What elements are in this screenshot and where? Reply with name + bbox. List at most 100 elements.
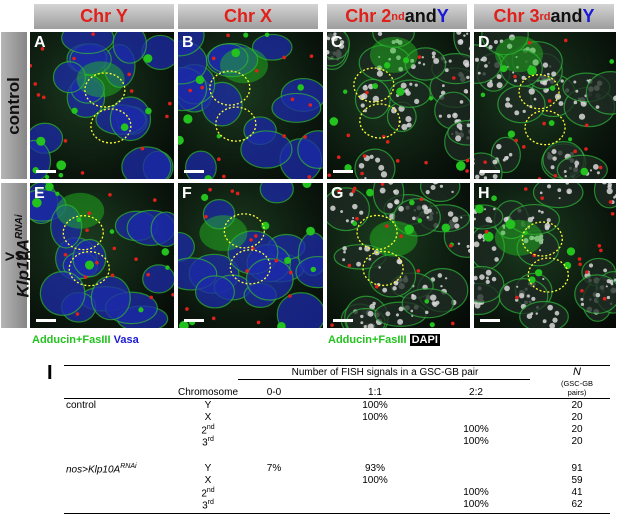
dapi-speckle [606,188,613,195]
fusome-spot [56,160,67,171]
dapi-speckle [396,55,401,61]
fusome-spot [505,219,516,230]
fish-signal [514,138,518,143]
dapi-speckle [551,149,557,155]
scale-bar [480,170,500,173]
table-cell-chromosome: 2nd [201,424,214,436]
dapi-speckle [385,311,391,317]
hub-glow [76,61,125,98]
fusome-spot [302,183,312,188]
dapi-speckle [398,205,404,212]
dapi-speckle [414,83,418,87]
dapi-speckle [395,313,399,317]
cell [556,154,608,179]
dapi-speckle [552,317,558,323]
dapi-speckle [444,68,449,73]
dapi-speckle [483,176,488,179]
dapi-speckle [438,114,442,118]
table-cell-n-value: 59 [571,475,583,486]
dapi-speckle [368,83,374,90]
dapi-speckle [491,276,497,282]
table-cell-chromosome-value: Y [204,463,212,474]
fusome-spot [344,164,352,172]
table-panel-label: I [47,362,53,384]
dapi-speckle [509,104,513,108]
dapi-speckle [376,70,383,77]
fish-signal [395,159,400,163]
fish-signal [140,146,145,151]
dapi-speckle [613,95,616,102]
dapi-speckle [398,66,404,72]
fusome-spot [409,199,415,206]
fish-signal [336,155,341,160]
dapi-speckle [531,236,535,240]
fusome-spot [429,322,435,328]
table-cell-n-value: 20 [571,436,583,447]
fusome-spot [580,167,589,176]
fish-signal [451,76,456,80]
fusome-spot [109,229,115,234]
dapi-speckle [528,88,535,95]
cell [112,32,148,64]
dapi-speckle [460,216,463,219]
fish-signal [330,323,334,327]
fusome-spot [120,123,129,132]
fusome-spot [138,307,144,313]
fusome-spot [306,226,315,236]
dapi-speckle [516,285,519,288]
dapi-speckle [457,242,461,245]
dapi-speckle [496,143,502,150]
fusome-spot [424,299,430,304]
dapi-speckle [327,50,330,55]
fish-signal [185,307,189,311]
fish-signal [355,216,359,221]
legend-right: Adducin+FasIII DAPI [328,334,440,346]
micrograph-panel-b: B [178,32,323,179]
fusome-spot [201,193,209,202]
dapi-speckle [504,102,511,108]
fish-signal [40,47,45,51]
dapi-speckle [405,90,411,96]
dapi-speckle [499,39,504,44]
table-cell-chromosome-superscript: rd [207,499,214,506]
fusome-spot [383,62,391,69]
fusome-spot [500,65,508,73]
fish-signal [547,99,552,103]
fish-signal [303,135,307,139]
dapi-speckle [567,191,570,194]
row-header-mutant: nos< Klp10ARNAi [1,183,46,328]
dapi-speckle [433,58,440,64]
fusome-spot [527,65,537,76]
legend-left: Adducin+FasIII Vasa [32,334,139,346]
gsc-outline [518,74,560,110]
legend-vasa: Vasa [113,334,139,346]
fusome-spot [310,266,317,273]
table-mutant-superscript: RNAi [120,463,137,470]
dapi-speckle [610,282,614,286]
dapi-speckle [397,259,403,265]
table-col-2-2: 2:2 [469,387,483,398]
column-header-part: Y [582,6,595,26]
fusome-spot [284,256,292,265]
dapi-speckle [479,274,485,280]
fish-signal [527,40,532,45]
fusome-spot [179,320,189,328]
column-header-part: and [404,6,437,26]
fish-signal [127,72,131,77]
table-cell-c11-value: 93% [364,463,386,474]
fusome-spot [548,120,555,126]
dapi-speckle [539,234,544,239]
dapi-speckle [506,43,513,49]
dapi-speckle [375,157,381,163]
dapi-speckle [425,310,429,315]
fish-signal [108,192,112,197]
table-group-rule [238,379,530,380]
dapi-speckle [580,302,585,307]
dapi-speckle [580,297,584,301]
fish-signal [327,173,332,178]
dapi-speckle [560,79,564,83]
table-cell-c22: 100% [463,424,489,435]
legend-adducin-right: Adducin+FasIII [328,334,407,346]
dapi-speckle [410,58,415,63]
fusome-spot [261,221,270,230]
